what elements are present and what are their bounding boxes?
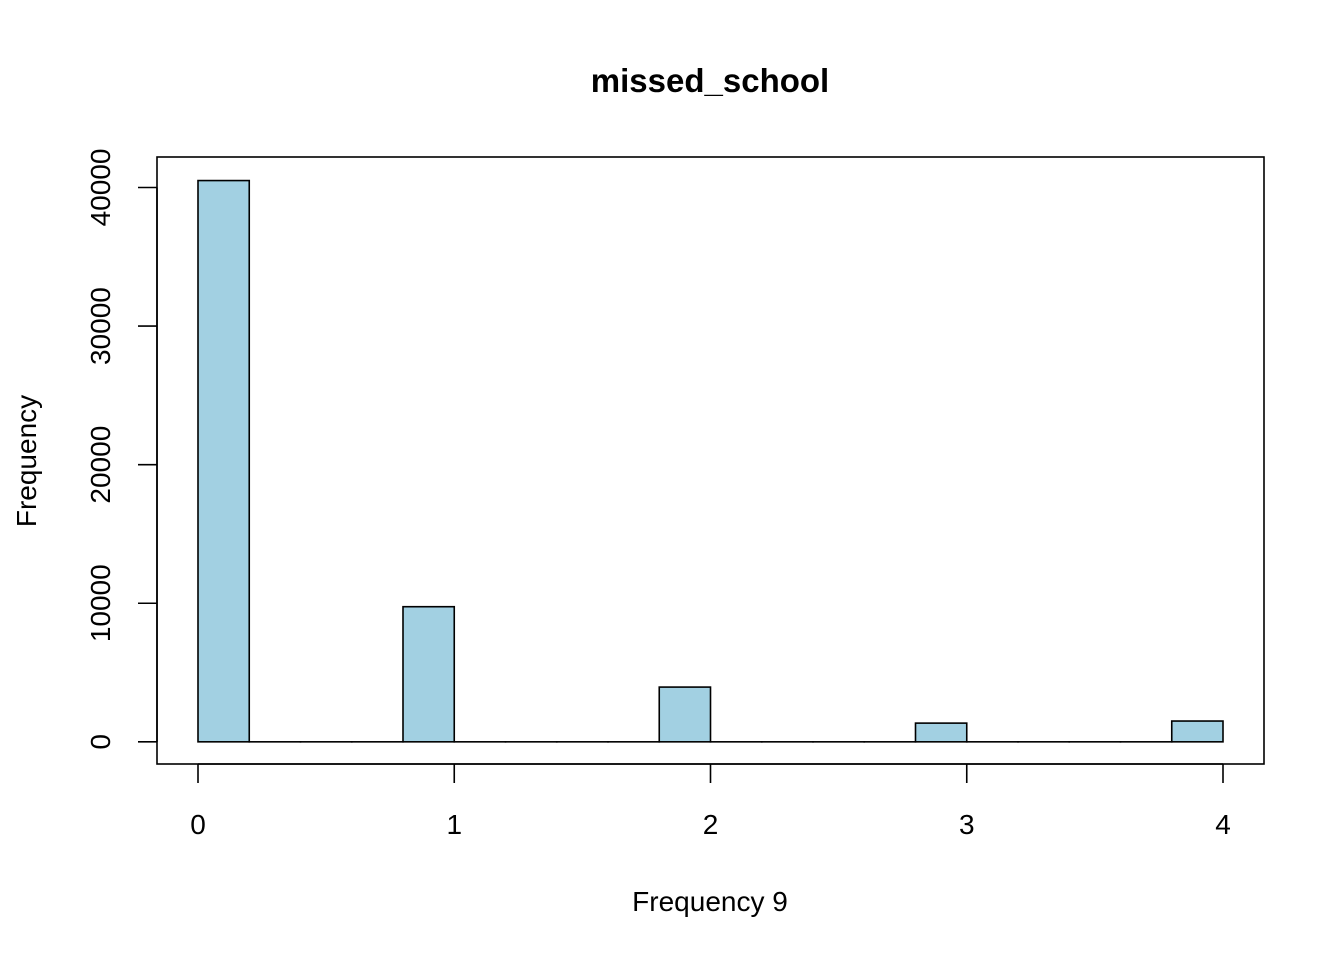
histogram-bar [1170,720,1224,743]
x-axis: 0 1 2 3 4 [190,763,1231,840]
histogram-bar [402,605,456,743]
plot-frame [156,156,1265,765]
y-tick-label: 20000 [85,426,116,504]
y-axis: 0 10000 20000 30000 40000 [85,149,158,750]
histogram-bar [914,722,968,743]
bars-group [197,179,1224,743]
x-tick-label: 4 [1215,809,1231,840]
y-tick-label: 30000 [85,287,116,365]
x-axis-label: Frequency 9 [632,886,788,917]
y-tick-label: 0 [85,734,116,750]
x-tick-label: 0 [190,809,206,840]
y-tick-label: 10000 [85,564,116,642]
x-tick-label: 2 [703,809,719,840]
histogram-bar [658,686,712,743]
histogram-bar [197,179,251,743]
x-tick-label: 3 [959,809,975,840]
y-tick-label: 40000 [85,149,116,227]
chart-title: missed_school [591,62,829,99]
x-tick-label: 1 [446,809,462,840]
y-axis-label: Frequency [11,395,42,527]
